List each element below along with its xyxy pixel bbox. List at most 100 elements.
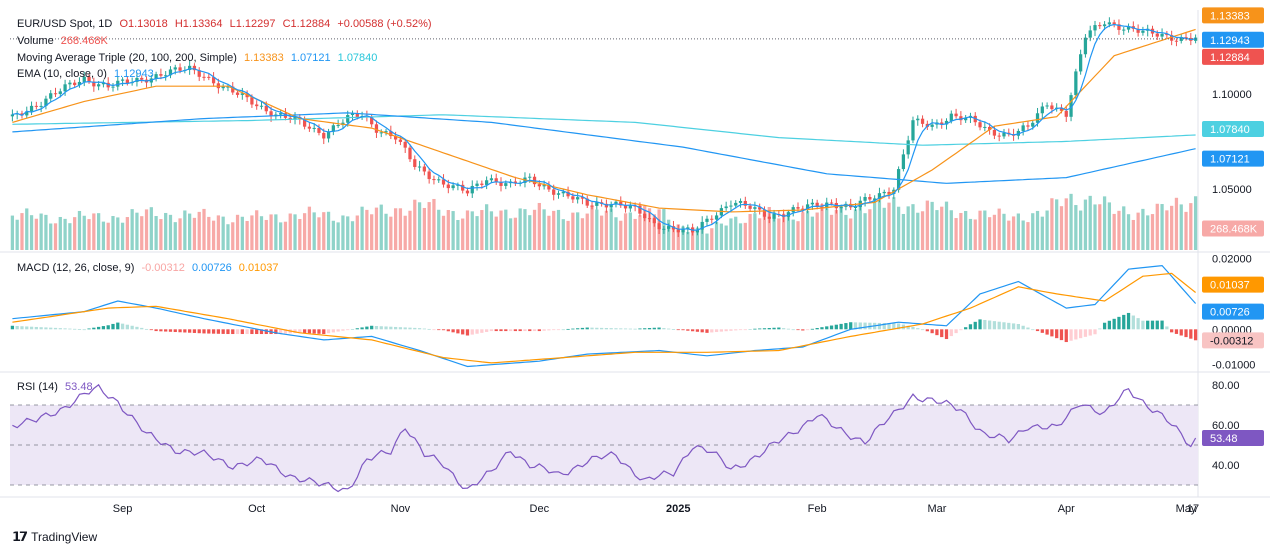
symbol-label[interactable]: EUR/USD Spot, 1D [17,18,113,30]
candle-body [901,154,906,170]
candle-body [978,122,982,128]
macd-histogram-bar [432,329,436,331]
macd-legend[interactable]: MACD (12, 26, close, 9) -0.00312 0.00726… [17,262,283,274]
volume-bar [556,209,561,250]
tradingview-logo[interactable]: 𝟭𝟳 TradingView [12,529,97,545]
volume-bar [820,204,824,250]
volume-legend[interactable]: Volume 268.468K [17,35,112,47]
candle-body [1079,54,1083,72]
candle-body [580,197,585,199]
volume-bar [178,218,182,250]
volume-bar [1107,202,1112,250]
macd-histogram-bar [825,326,829,330]
macd-histogram-bar [820,327,824,330]
signal-line [12,272,1196,364]
volume-bar [336,222,340,250]
macd-histogram-bar [437,329,441,331]
volume-bar [125,217,129,250]
candle-body [949,113,953,121]
volume-bar [753,213,757,250]
macd-histogram-bar [346,329,350,331]
volume-bar [978,210,982,250]
tradingview-icon: 𝟭𝟳 [12,529,28,544]
ema-legend[interactable]: EMA (10, close, 0) 1.12943 [17,68,158,80]
candle-body [231,86,235,93]
macd-histogram-bar [1107,320,1112,330]
volume-bar [1031,213,1035,250]
candle-body [839,206,843,209]
macd-histogram-bar [1002,322,1006,330]
volume-bar [470,211,474,250]
candle-body [63,84,67,92]
volume-bar [279,222,283,250]
macd-histogram-bar [274,329,278,335]
candle-body [39,105,43,107]
macd-histogram-bar [1122,314,1126,330]
macd-histogram-bar [326,329,331,334]
volume-bar [920,211,925,250]
price-label-text: 0.01037 [1210,280,1250,292]
macd-histogram-bar [686,329,690,331]
macd-histogram-bar [298,329,302,333]
volume-bar [628,212,632,250]
candle-body [1050,105,1054,110]
macd-histogram-bar [1093,329,1097,335]
volume-bar [839,206,843,250]
volume-bar [863,213,867,250]
macd-histogram-bar [1179,329,1183,336]
candle-body [1117,24,1121,30]
volume-bar [15,219,19,250]
macd-histogram-bar [887,323,891,330]
volume-bar [537,202,541,250]
candle-body [705,218,709,222]
candle-body [73,82,77,86]
candle-body [1021,125,1025,131]
candle-body [250,97,254,105]
volume-bar [413,199,417,250]
macd-histogram-bar [422,328,426,330]
macd-histogram-bar [810,328,815,330]
ema-value: 1.12943 [113,68,154,80]
macd-histogram-bar [154,329,158,332]
x-tick-label: Mar [927,503,946,515]
volume-bar [571,212,575,250]
candle-body [643,213,647,219]
low-value: L1.12297 [229,18,276,30]
candle-body [738,200,743,203]
price-label-tag [1202,332,1264,349]
volume-bar [542,209,546,250]
candle-body [513,181,518,184]
volume-bar [944,201,949,250]
macd-histogram-bar [1064,329,1068,343]
volume-bar [307,206,312,250]
macd-histogram-bar [748,329,752,330]
volume-bar [561,219,565,250]
candle-body [346,115,350,123]
candle-body [987,126,992,130]
ema-label: EMA (10, close, 0) [17,68,107,80]
volume-bar [1179,204,1183,250]
candle-body [1059,107,1064,111]
candle-body [1035,113,1040,123]
x-tick-label: Oct [248,503,265,515]
candle-body [1122,29,1126,31]
candle-body [44,98,48,106]
ema-line [12,23,1196,231]
y-tick-label: 60.00 [1212,420,1240,432]
macd-histogram-bar [786,328,791,330]
ma-legend[interactable]: Moving Average Triple (20, 100, 200, Sim… [17,52,381,64]
candle-body [1107,22,1112,25]
price-label-text: 1.12943 [1210,35,1250,47]
rsi-label: RSI (14) [17,381,58,393]
macd-histogram-bar [1141,320,1145,330]
rsi-legend[interactable]: RSI (14) 53.48 [17,381,97,393]
volume-bar [365,209,369,250]
macd-histogram-bar [34,326,38,330]
volume-bar [480,210,484,250]
candle-body [566,191,570,197]
volume-bar [499,210,503,250]
volume-bar [1117,210,1121,250]
volume-bar [269,214,273,250]
volume-bar [87,219,91,250]
candle-body [983,126,987,128]
